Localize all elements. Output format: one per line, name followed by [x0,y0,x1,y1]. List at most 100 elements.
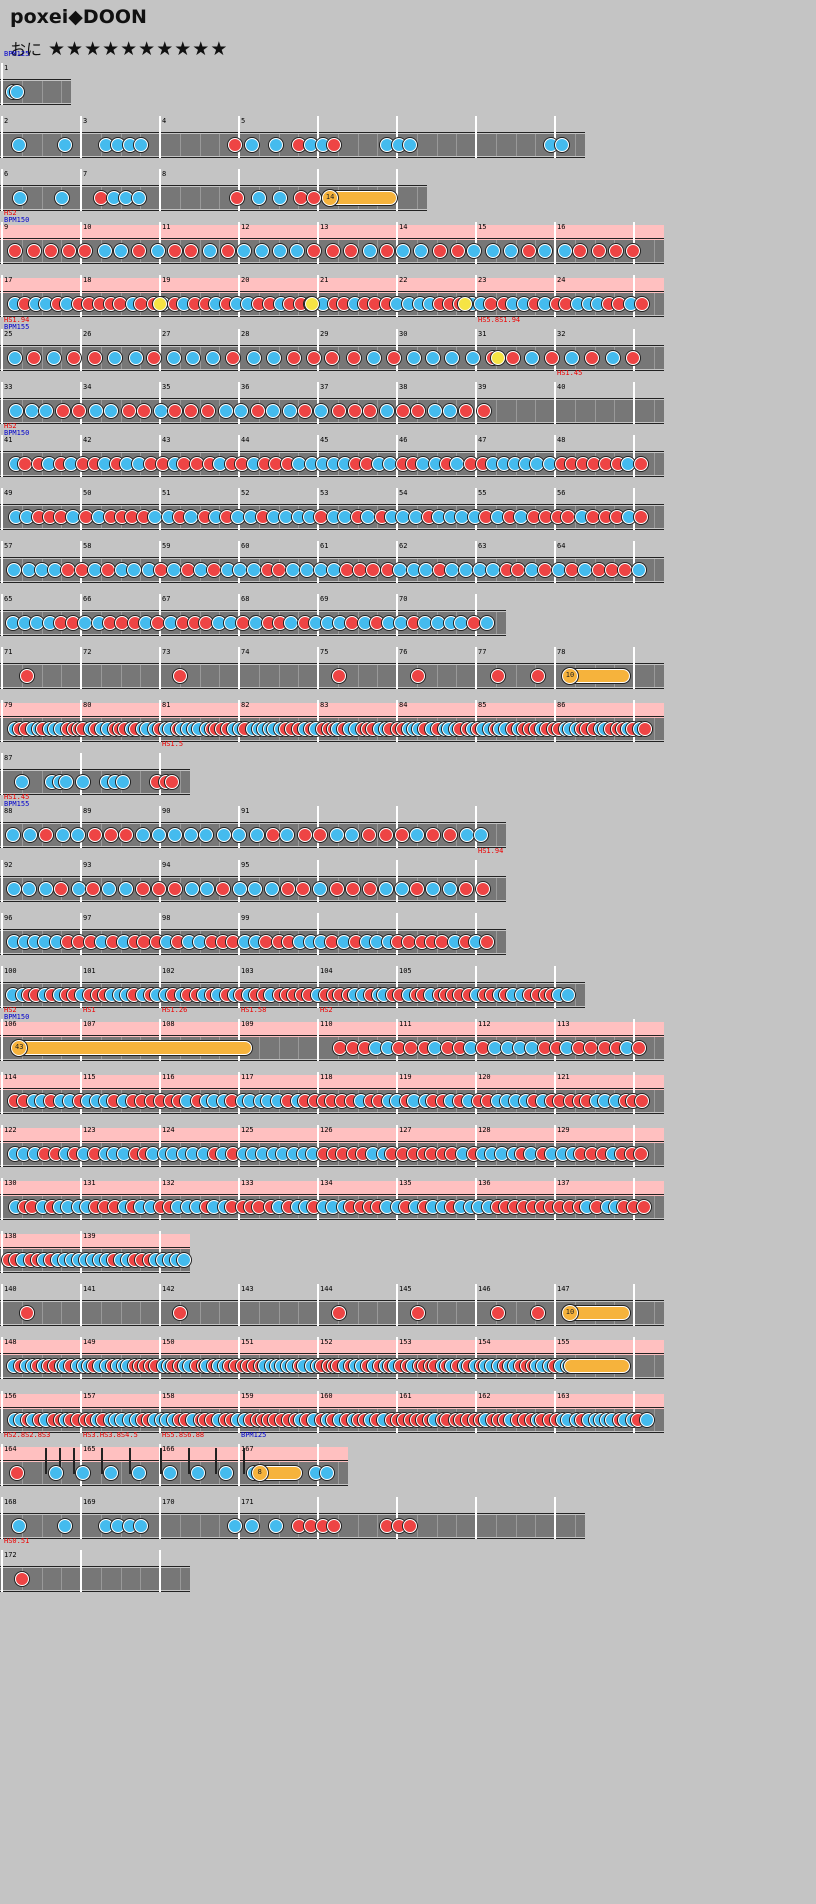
ka-note [11,138,26,153]
measure-number: 35 [162,382,171,391]
bpm-tag: BPM155 [4,800,30,809]
drumroll-count: 10 [561,668,578,685]
measure-bar-line [554,1284,556,1327]
measure-bar-line [80,275,82,318]
bpm-tag: BPM125 [4,50,30,58]
measure-number: 137 [557,1179,570,1188]
measure-bar-line [633,275,635,318]
beat-line [179,1514,181,1537]
beat-line [61,81,63,103]
measure-number: 171 [241,1497,254,1506]
measure-bar-line [475,859,477,902]
measure-bar-line [238,594,240,636]
lane-edge-top [0,556,664,558]
don-note [43,244,58,259]
measure-number: 169 [83,1497,96,1506]
measure-number: 135 [399,1179,412,1188]
ka-note [578,562,593,577]
ka-note [148,509,163,524]
measure-number: 69 [320,595,329,603]
beat-line [199,134,201,157]
ka-note [360,509,375,524]
ka-note [163,1465,178,1480]
measure-bar-line [554,487,556,530]
measure-bar-line [475,540,477,583]
lane-edge-bottom [0,1166,664,1167]
measure-number: 109 [241,1019,254,1028]
lane-edge-top [0,822,506,824]
beat-line [653,452,655,475]
measure-number: 121 [557,1072,570,1081]
drumroll-note [563,1359,631,1374]
beat-line [41,771,43,794]
ka-note [254,244,269,259]
ka-note [11,1518,26,1533]
don-note [189,456,204,471]
beat-line [515,1514,517,1537]
beat-line [653,1408,655,1431]
don-note [7,244,22,259]
beat-line [61,1302,63,1325]
beat-line [219,1514,221,1537]
measure-bar-line [396,540,398,583]
don-note [55,403,70,418]
ka-note [232,881,247,896]
balloon-note [457,297,472,312]
measure-number: 100 [4,966,17,975]
measure-bar-line [317,169,319,212]
don-note [86,881,101,896]
measure-bar-line [396,806,398,849]
lane-edge-bottom [0,1537,585,1539]
don-note [583,1040,598,1055]
ka-note [126,562,141,577]
measure-number: 162 [478,1391,491,1400]
beat-line [357,1302,359,1325]
ka-note [25,403,40,418]
measure-bar-line [396,222,398,265]
don-note [74,562,89,577]
measure-bar-line [80,381,82,424]
don-note [634,1093,649,1108]
ka-note [455,509,470,524]
measure-number: 61 [320,541,329,550]
lane-edge-top [0,291,664,293]
drumroll-note [13,1040,253,1055]
beat-line [258,1036,260,1059]
don-note [168,403,183,418]
measure-bar-line [238,700,240,743]
ka-note [290,244,305,259]
measure-bar-line [159,1125,161,1167]
scroll-speed-tag: HS5.8S1.94 [478,315,521,324]
lane-edge-top [0,610,506,611]
don-note [168,881,183,896]
don-note [325,244,340,259]
don-note [379,244,394,259]
beat-line [41,187,43,210]
beat-line [21,346,23,369]
don-note [62,244,77,259]
measure-bar-line [1,169,3,212]
don-note [259,934,274,949]
don-note [347,350,362,365]
measure-bar-line [475,647,477,690]
don-note [459,403,474,418]
ka-note [246,350,261,365]
ka-note [76,1465,91,1480]
scroll-speed-tag: HS2 [4,421,17,430]
measure-number: 9 [4,223,9,232]
ka-note [245,138,260,153]
measure-bar-line [238,1178,240,1221]
beat-line [219,134,221,157]
measure-number: 64 [557,541,566,550]
lane-edge-top [0,132,585,134]
measure-number: 47 [478,435,487,444]
beat-line [377,1514,379,1537]
measure-number: 85 [478,701,487,710]
measure-number: 143 [241,1285,254,1294]
don-note [403,1040,418,1055]
measure-bar-line [80,487,82,530]
lane-edge-top [0,1141,664,1142]
beat-line [258,134,260,157]
lane-edge-top [0,716,664,718]
measure-bar-line [1,275,3,318]
